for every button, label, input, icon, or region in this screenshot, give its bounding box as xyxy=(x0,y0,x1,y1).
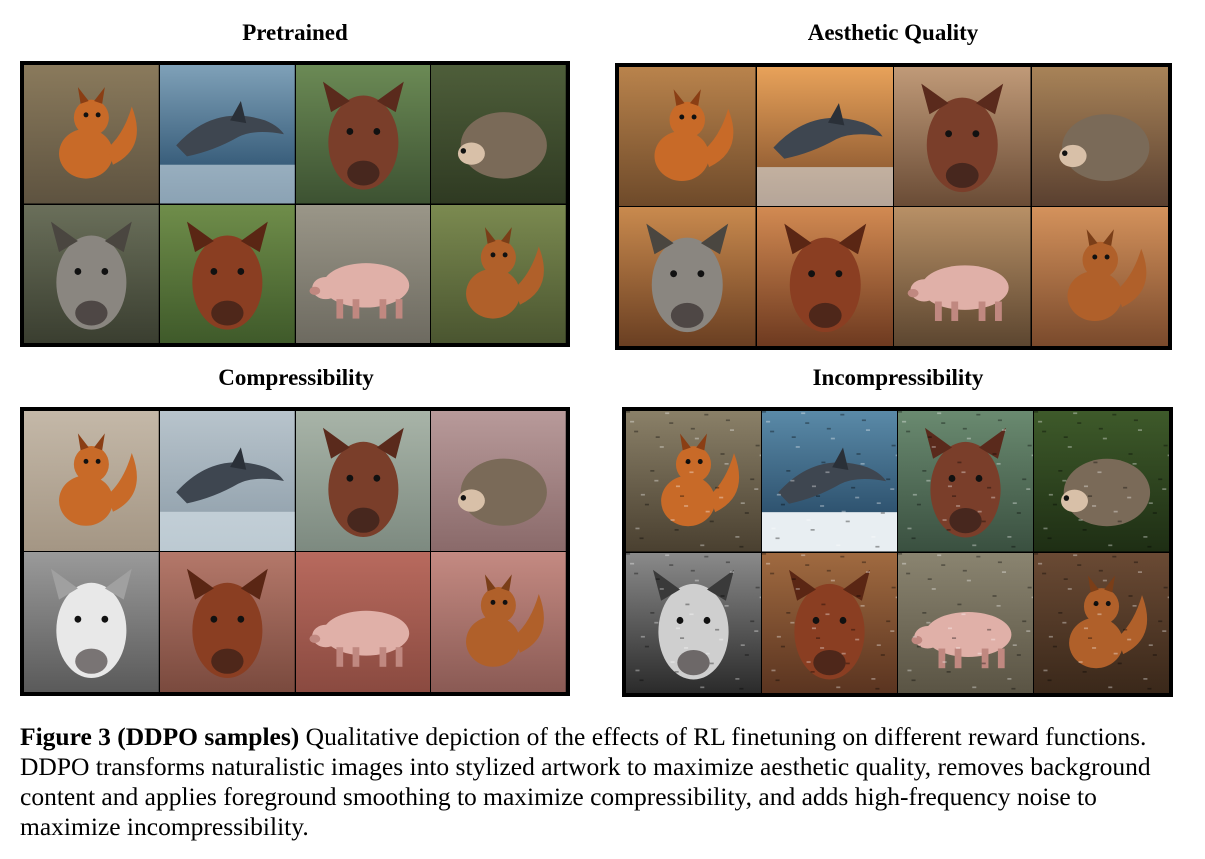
image-grid-aesthetic xyxy=(615,63,1172,350)
fox-image xyxy=(626,411,761,552)
panel-title-pretrained: Pretrained xyxy=(242,20,348,45)
image-grid-incompress xyxy=(622,407,1173,697)
fox-image xyxy=(619,67,756,206)
panel-title-compress: Compressibility xyxy=(218,365,374,390)
hedgehog-image xyxy=(431,411,566,551)
fox-image xyxy=(24,411,159,551)
dolphin-image xyxy=(159,65,295,204)
horse-image xyxy=(159,552,295,692)
cow-image xyxy=(898,411,1033,552)
wolf-image xyxy=(626,552,761,693)
cow-image xyxy=(295,65,431,204)
pig-image xyxy=(894,207,1031,346)
horse-image xyxy=(756,207,893,346)
image-grid-pretrained xyxy=(20,61,570,347)
fox-image xyxy=(24,65,159,204)
cow-image xyxy=(894,67,1031,206)
panel-title-aesthetic: Aesthetic Quality xyxy=(807,20,979,45)
squirrel-image xyxy=(1031,207,1168,346)
horse-image xyxy=(159,204,295,343)
squirrel-image xyxy=(431,552,566,692)
hedgehog-image xyxy=(1034,411,1169,552)
wolf-image xyxy=(619,207,756,346)
pig-image xyxy=(898,552,1033,693)
hedgehog-image xyxy=(431,65,566,204)
wolf-image xyxy=(24,552,159,692)
pig-image xyxy=(295,552,431,692)
pig-image xyxy=(295,204,431,343)
caption-text: Qualitative depiction of the effects of … xyxy=(20,722,1151,841)
caption-lead: Figure 3 (DDPO samples) xyxy=(20,722,300,751)
panel-title-incompress: Incompressibility xyxy=(812,365,984,390)
squirrel-image xyxy=(1034,552,1169,693)
dolphin-image xyxy=(756,67,893,206)
squirrel-image xyxy=(431,204,566,343)
horse-image xyxy=(762,552,897,693)
hedgehog-image xyxy=(1031,67,1168,206)
cow-image xyxy=(295,411,431,551)
dolphin-image xyxy=(762,411,897,552)
dolphin-image xyxy=(159,411,295,551)
figure-caption: Figure 3 (DDPO samples) Qualitative depi… xyxy=(20,722,1190,842)
wolf-image xyxy=(24,204,159,343)
image-grid-compress xyxy=(20,407,570,696)
